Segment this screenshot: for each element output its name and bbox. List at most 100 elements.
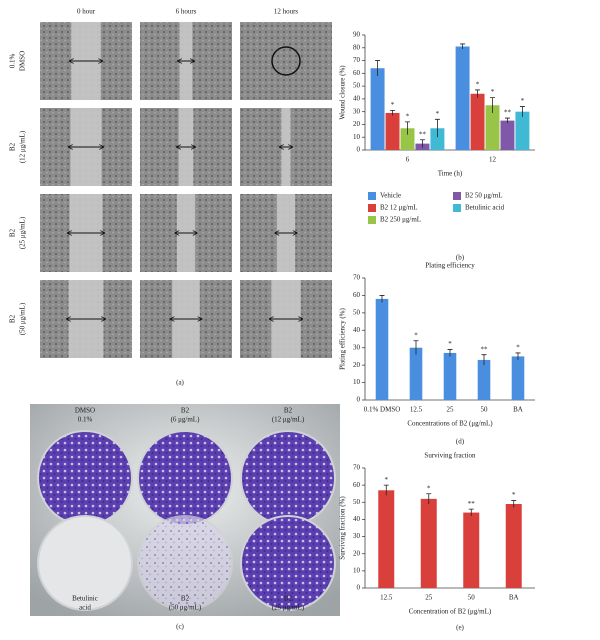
bar [370, 68, 385, 150]
significance-mark: ** [481, 345, 489, 353]
panel-label: (c) [176, 623, 184, 631]
error-bar [490, 97, 495, 113]
significance-mark: * [385, 476, 389, 484]
error-bar [379, 295, 385, 303]
y-tick-label: 60 [353, 291, 361, 299]
y-tick-label: 40 [353, 326, 361, 334]
row-label: (12 μg/mL) [19, 130, 27, 163]
y-tick-label: 50 [353, 498, 361, 506]
significance-mark: * [406, 112, 410, 120]
panel-label: (a) [176, 379, 184, 387]
y-tick-label: 90 [353, 31, 361, 39]
x-axis-label: Concentrations of B2 (μg/mL) [407, 420, 493, 428]
y-tick-label: 40 [353, 94, 361, 102]
bar [515, 111, 530, 150]
bar [420, 498, 437, 588]
y-tick-label: 70 [353, 464, 361, 472]
dish [240, 515, 336, 611]
dish [37, 430, 133, 526]
significance-mark: ** [419, 130, 427, 138]
panel-label: (d) [456, 438, 465, 446]
y-tick-label: 40 [353, 515, 361, 523]
y-axis-label: Plating efficiency (%) [339, 307, 347, 369]
dish-label: (6 μg/mL) [171, 416, 200, 424]
x-tick-label: 0.1% DMSO [364, 406, 401, 414]
x-tick-label: 12 [489, 156, 497, 164]
row-label: (25 μg/mL) [19, 216, 27, 249]
legend-label: B2 50 μg/mL [465, 192, 503, 200]
bar [485, 105, 500, 150]
dish-label: B2 [181, 595, 190, 603]
significance-mark: * [448, 340, 452, 348]
error-bar [519, 106, 525, 117]
row-label: DMSO [19, 51, 27, 71]
y-axis-label: Wound closure (%) [339, 65, 347, 120]
significance-mark: * [512, 491, 516, 499]
error-bar [375, 60, 381, 76]
panel-label: (b) [456, 254, 465, 262]
error-bar [383, 484, 389, 496]
column-header: 12 hours [274, 8, 299, 16]
legend-label: Betulinic acid [465, 204, 505, 212]
row-label: B2 [9, 314, 17, 323]
significance-mark: * [436, 110, 440, 118]
y-tick-label: 50 [353, 308, 361, 316]
y-tick-label: 70 [353, 56, 361, 64]
y-tick-label: 20 [353, 120, 361, 128]
dish-label: B2 [284, 407, 293, 415]
y-tick-label: 80 [353, 43, 361, 51]
legend-swatch [453, 204, 461, 212]
y-tick-label: 30 [353, 107, 361, 115]
dish [37, 515, 133, 611]
column-header: 0 hour [77, 8, 96, 16]
dish [137, 515, 233, 611]
error-bar [419, 139, 425, 148]
bar [375, 298, 389, 400]
legend-label: B2 12 μg/mL [380, 204, 418, 212]
x-tick-label: 50 [468, 594, 476, 602]
x-axis-label: Time (h) [438, 170, 463, 178]
legend-label: B2 250 μg/mL [380, 216, 421, 224]
bar [505, 504, 522, 588]
y-tick-label: 10 [353, 133, 361, 141]
error-bar [447, 349, 453, 357]
significance-mark: * [391, 101, 395, 109]
error-bar [511, 500, 517, 508]
y-tick-label: 0 [357, 584, 361, 592]
bar [443, 352, 457, 400]
y-tick-label: 20 [353, 549, 361, 557]
significance-mark: ** [468, 500, 476, 508]
y-tick-label: 30 [353, 343, 361, 351]
y-tick-label: 30 [353, 532, 361, 540]
row-label: B2 [9, 228, 17, 237]
dish-label: acid [79, 604, 91, 612]
x-tick-label: BA [509, 594, 519, 602]
dish-label: (25 μg/mL) [272, 604, 305, 612]
significance-mark: * [491, 88, 495, 96]
y-tick-label: 10 [353, 566, 361, 574]
error-bar [426, 493, 432, 504]
significance-mark: * [516, 344, 520, 352]
row-label: 0.1% [9, 54, 17, 69]
bar [409, 347, 423, 400]
bar [463, 512, 480, 588]
error-bar [481, 354, 487, 366]
dish-label: DMSO [75, 407, 95, 415]
row-label: B2 [9, 142, 17, 151]
error-bar [434, 118, 440, 138]
closure-circle [271, 46, 301, 76]
dish [240, 430, 336, 526]
significance-mark: * [427, 484, 431, 492]
y-tick-label: 60 [353, 481, 361, 489]
x-axis-label: Concentration of B2 (μg/mL) [409, 608, 492, 616]
legend-swatch [368, 204, 376, 212]
dish-label: B2 [284, 595, 293, 603]
x-tick-label: 25 [425, 594, 433, 602]
dish-label: B2 [181, 407, 190, 415]
chart-title: Plating efficiency [425, 262, 475, 270]
bar [500, 120, 515, 150]
dish-label: 0.1% [78, 416, 93, 424]
y-tick-label: 60 [353, 69, 361, 77]
significance-mark: * [414, 331, 418, 339]
bar [470, 93, 485, 150]
